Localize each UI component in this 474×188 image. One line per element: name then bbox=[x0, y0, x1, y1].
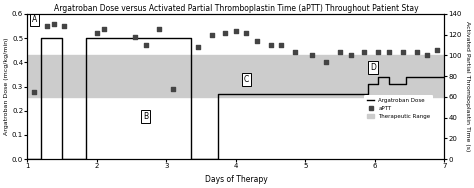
Point bbox=[423, 54, 431, 57]
X-axis label: Days of Therapy: Days of Therapy bbox=[204, 175, 267, 184]
Point bbox=[43, 25, 51, 28]
Point bbox=[232, 29, 240, 32]
Y-axis label: Activated Partial Thromboplastin Time (s): Activated Partial Thromboplastin Time (s… bbox=[465, 21, 470, 152]
Point bbox=[374, 51, 382, 54]
Point bbox=[267, 44, 274, 47]
Point bbox=[309, 54, 316, 57]
Point bbox=[243, 31, 250, 34]
Point bbox=[93, 31, 100, 34]
Point bbox=[413, 51, 420, 54]
Bar bbox=[27, 55, 445, 97]
Point bbox=[50, 23, 57, 26]
Text: C: C bbox=[244, 75, 249, 84]
Point bbox=[337, 51, 344, 54]
Point bbox=[361, 51, 368, 54]
Point bbox=[277, 44, 285, 47]
Point bbox=[142, 44, 149, 47]
Point bbox=[170, 87, 177, 90]
Point bbox=[253, 39, 261, 42]
Point bbox=[222, 31, 229, 34]
Point bbox=[131, 35, 139, 38]
Point bbox=[30, 90, 38, 93]
Point bbox=[399, 51, 407, 54]
Point bbox=[291, 51, 299, 54]
Point bbox=[60, 25, 67, 28]
Point bbox=[208, 33, 215, 36]
Y-axis label: Argatroban Dose (mcg/kg/min): Argatroban Dose (mcg/kg/min) bbox=[4, 38, 9, 135]
Point bbox=[194, 46, 201, 49]
Text: D: D bbox=[370, 63, 376, 72]
Point bbox=[347, 54, 355, 57]
Text: B: B bbox=[143, 112, 148, 121]
Text: A: A bbox=[32, 15, 37, 24]
Point bbox=[100, 28, 108, 31]
Point bbox=[434, 49, 441, 52]
Point bbox=[155, 28, 163, 31]
Legend: Argatroban Dose, aPTT, Therapeutic Range: Argatroban Dose, aPTT, Therapeutic Range bbox=[365, 95, 433, 121]
Point bbox=[322, 60, 330, 63]
Point bbox=[385, 51, 392, 54]
Title: Argatroban Dose versus Activated Partial Thromboplastin Time (aPTT) Throughout P: Argatroban Dose versus Activated Partial… bbox=[54, 4, 418, 13]
